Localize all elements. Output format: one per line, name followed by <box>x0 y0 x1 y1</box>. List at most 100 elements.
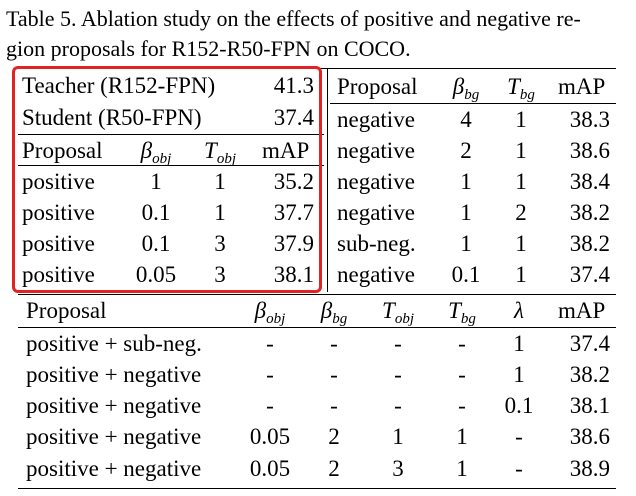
rule-left-header-top <box>18 134 324 135</box>
left-header-t-obj: Tobj <box>204 138 236 167</box>
table-caption: Table 5. Ablation study on the effects o… <box>6 4 632 64</box>
right-row-4-proposal: negative <box>337 200 415 225</box>
right-row-2-map: 38.6 <box>569 138 610 163</box>
right-row-2-beta: 2 <box>460 138 472 163</box>
bottom-row-1-t-obj: - <box>394 331 402 356</box>
bottom-header-t-bg: Tbg <box>448 298 476 327</box>
bottom-row-1-proposal: positive + sub-neg. <box>26 331 202 356</box>
bottom-row-5-lambda: - <box>515 456 523 481</box>
right-row-6-t: 1 <box>515 262 527 287</box>
left-header-beta-obj: βobj <box>140 138 172 167</box>
bottom-row-5-beta-bg: 2 <box>328 456 340 481</box>
bottom-row-2-lambda: 1 <box>513 362 525 387</box>
left-row-3-beta: 0.1 <box>141 231 171 256</box>
right-header-beta-bg: βbg <box>452 74 480 103</box>
bottom-row-4-proposal: positive + negative <box>26 424 202 449</box>
bottom-row-2-beta-bg: - <box>330 362 338 387</box>
left-header-map: mAP <box>262 138 310 163</box>
rule-panel-divider <box>327 68 328 292</box>
caption-line-2: gion proposals for R152-R50-FPN on COCO. <box>6 36 411 61</box>
left-row-2-proposal: positive <box>22 200 95 225</box>
right-row-2-t: 1 <box>515 138 527 163</box>
bottom-row-3-t-bg: - <box>458 393 466 418</box>
bottom-row-1-beta-bg: - <box>330 331 338 356</box>
right-row-5-proposal: sub-neg. <box>337 231 416 256</box>
bottom-header-t-obj: Tobj <box>382 298 414 327</box>
left-row-1-proposal: positive <box>22 169 95 194</box>
bottom-row-2-t-obj: - <box>394 362 402 387</box>
highlight-box <box>12 66 322 293</box>
right-row-3-beta: 1 <box>460 169 472 194</box>
bottom-row-3-proposal: positive + negative <box>26 393 202 418</box>
bottom-row-4-beta-obj: 0.05 <box>249 424 291 449</box>
right-row-1-map: 38.3 <box>569 107 610 132</box>
right-row-6-proposal: negative <box>337 262 415 287</box>
left-row-4-map: 38.1 <box>273 262 314 287</box>
bottom-header-proposal: Proposal <box>26 298 107 323</box>
right-row-3-t: 1 <box>515 169 527 194</box>
rule-bottom-header-top <box>18 294 616 295</box>
bottom-row-2-t-bg: - <box>458 362 466 387</box>
rule-bottom-header-bottom <box>18 327 616 328</box>
right-row-1-beta: 4 <box>460 107 472 132</box>
teacher-label: Teacher (R152-FPN) <box>22 73 216 98</box>
bottom-row-5-map: 38.9 <box>569 456 610 481</box>
bottom-row-3-map: 38.1 <box>569 393 610 418</box>
bottom-row-2-proposal: positive + negative <box>26 362 202 387</box>
bottom-row-3-lambda: 0.1 <box>504 393 534 418</box>
bottom-row-5-t-bg: 1 <box>456 456 468 481</box>
bottom-header-lambda: λ <box>514 298 524 323</box>
rule-bottom <box>18 488 616 489</box>
rule-right-header-bottom <box>330 103 616 104</box>
bottom-row-4-t-bg: 1 <box>456 424 468 449</box>
bottom-row-5-proposal: positive + negative <box>26 456 202 481</box>
bottom-row-3-beta-obj: - <box>266 393 274 418</box>
right-row-1-proposal: negative <box>337 107 415 132</box>
right-row-2-proposal: negative <box>337 138 415 163</box>
right-row-3-map: 38.4 <box>569 169 610 194</box>
bottom-row-5-t-obj: 3 <box>392 456 404 481</box>
bottom-row-4-t-obj: 1 <box>392 424 404 449</box>
right-row-4-beta: 1 <box>460 200 472 225</box>
bottom-row-4-lambda: - <box>515 424 523 449</box>
left-row-4-proposal: positive <box>22 262 95 287</box>
right-row-5-t: 1 <box>515 231 527 256</box>
left-row-3-proposal: positive <box>22 231 95 256</box>
left-row-3-map: 37.9 <box>273 231 314 256</box>
bottom-header-map: mAP <box>558 298 606 323</box>
right-row-5-beta: 1 <box>460 231 472 256</box>
bottom-row-4-beta-bg: 2 <box>328 424 340 449</box>
right-header-t-bg: Tbg <box>507 74 535 103</box>
left-row-2-beta: 0.1 <box>141 200 171 225</box>
left-row-3-t: 3 <box>214 231 226 256</box>
bottom-row-3-t-obj: - <box>394 393 402 418</box>
bottom-row-3-beta-bg: - <box>330 393 338 418</box>
left-row-4-beta: 0.05 <box>135 262 177 287</box>
bottom-row-2-beta-obj: - <box>266 362 274 387</box>
left-row-2-map: 37.7 <box>273 200 314 225</box>
right-row-1-t: 1 <box>515 107 527 132</box>
bottom-row-1-beta-obj: - <box>266 331 274 356</box>
bottom-header-beta-obj: βobj <box>254 298 286 327</box>
teacher-map: 41.3 <box>273 73 314 98</box>
right-row-5-map: 38.2 <box>569 231 610 256</box>
left-row-4-t: 3 <box>214 262 226 287</box>
left-header-proposal: Proposal <box>22 138 103 163</box>
bottom-row-5-beta-obj: 0.05 <box>249 456 291 481</box>
right-row-3-proposal: negative <box>337 169 415 194</box>
right-header-map: mAP <box>558 74 606 99</box>
right-row-4-map: 38.2 <box>569 200 610 225</box>
student-label: Student (R50-FPN) <box>22 105 202 130</box>
left-row-1-t: 1 <box>214 169 226 194</box>
student-map: 37.4 <box>273 105 314 130</box>
left-row-2-t: 1 <box>214 200 226 225</box>
bottom-header-beta-bg: βbg <box>320 298 348 327</box>
right-row-4-t: 2 <box>515 200 527 225</box>
right-row-6-beta: 0.1 <box>451 262 481 287</box>
left-row-1-map: 35.2 <box>273 169 314 194</box>
rule-left-header-bottom <box>18 165 324 166</box>
right-header-proposal: Proposal <box>337 74 418 99</box>
left-row-1-beta: 1 <box>150 169 162 194</box>
bottom-row-1-lambda: 1 <box>513 331 525 356</box>
bottom-row-1-t-bg: - <box>458 331 466 356</box>
